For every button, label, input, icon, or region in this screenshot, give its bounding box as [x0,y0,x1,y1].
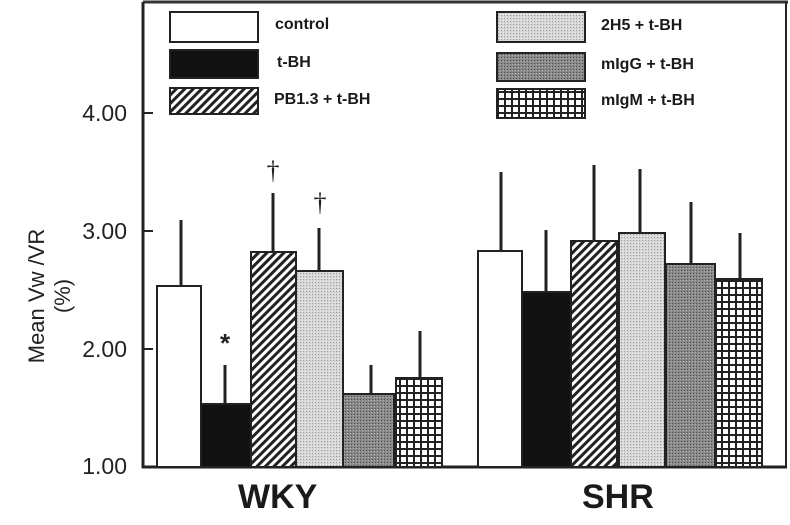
y-axis-label: Mean Vw /VR (%) [24,186,76,406]
legend-label-control: control [275,16,330,33]
bar-group-shr [477,165,763,468]
bar-wky-control [156,285,202,468]
bar-wky-2h5 [295,270,344,468]
legend-label-migg: mIgG + t-BH [601,56,694,73]
significance-markers: * † † [220,156,327,358]
legend-label-tbh: t-BH [277,54,311,71]
dagger-marker: † [314,188,327,217]
bar-shr-tbh [521,291,572,468]
bar-shr-control [477,250,523,468]
legend [169,11,586,119]
y-axis-label-line1: Mean Vw /VR [24,228,49,364]
legend-swatch-migm [496,88,586,119]
legend-swatch-control [169,11,259,43]
legend-swatch-migg [496,52,586,82]
y-tick-label: 4.00 [82,100,127,126]
y-tick-label: 3.00 [82,218,127,244]
group-label-shr: SHR [582,478,654,516]
star-marker: * [220,328,231,358]
bar-wky-migg [342,393,395,468]
legend-label-pb13: PB1.3 + t-BH [274,91,371,108]
legend-swatch-2h5 [496,11,586,43]
y-tick-label: 1.00 [82,453,127,479]
y-axis-ticks [143,112,153,350]
group-label-wky: WKY [238,478,318,516]
bar-wky-tbh [200,403,252,468]
bar-shr-migm [715,278,763,468]
bar-group-wky [156,193,443,468]
y-axis-label-line2: (%) [50,278,75,314]
dagger-marker: † [267,156,280,185]
bar-shr-pb13 [570,240,618,468]
legend-label-migm: mIgM + t-BH [601,92,695,109]
y-tick-label: 2.00 [82,336,127,362]
legend-label-2h5: 2H5 + t-BH [601,17,683,34]
legend-swatch-tbh [169,49,259,79]
bar-wky-pb13 [250,251,297,468]
legend-swatch-pb13 [169,87,259,115]
bar-wky-migm [395,377,443,468]
bar-shr-2h5 [618,232,666,468]
bar-shr-migg [665,263,716,468]
